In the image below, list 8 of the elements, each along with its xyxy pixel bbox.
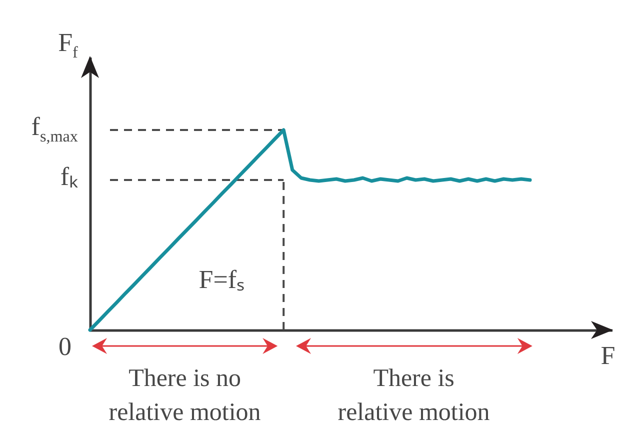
y-axis-title: F$_{f}$ xyxy=(58,28,78,62)
ref-line-label: f$_{s,max}$ xyxy=(31,112,78,146)
text: 0 xyxy=(58,332,72,361)
annotation: F=fₛ xyxy=(198,265,245,294)
text: There is relative motion xyxy=(336,364,491,427)
text: There is no relative motion xyxy=(108,364,262,427)
x-axis-title: F xyxy=(600,341,616,370)
ref-line-label: fₖ xyxy=(60,162,78,191)
